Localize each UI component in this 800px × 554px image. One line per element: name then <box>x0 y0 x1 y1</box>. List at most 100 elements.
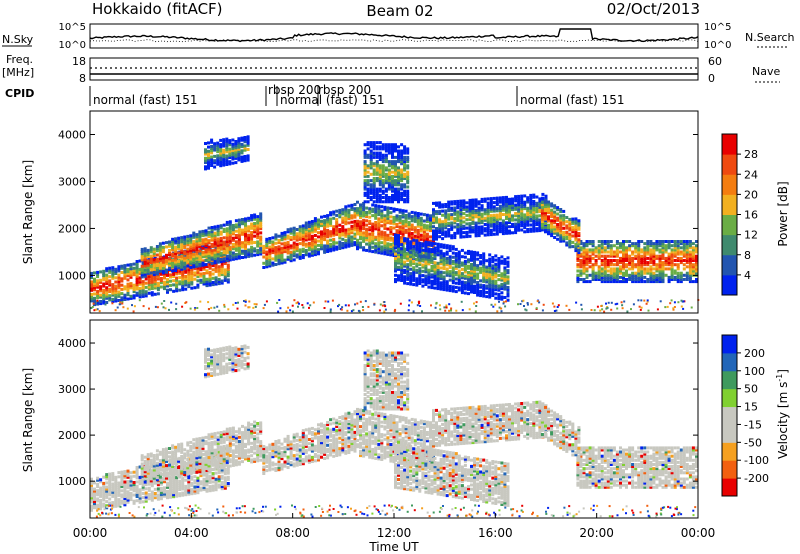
scatter-cell <box>210 164 214 167</box>
scatter-cell <box>93 500 96 503</box>
scatter-cell <box>96 273 100 276</box>
scatter-cell <box>387 160 391 164</box>
scatter-cell <box>198 241 202 244</box>
scatter-cell <box>406 189 410 193</box>
scatter-cell <box>506 256 510 260</box>
scatter-cell <box>392 207 396 211</box>
scatter-cell <box>628 254 632 258</box>
scatter-cell <box>386 242 390 246</box>
scatter-cell <box>538 199 542 203</box>
scatter-cell <box>241 218 244 221</box>
scatter-cell <box>447 215 451 219</box>
scatter-cell <box>442 262 446 266</box>
scatter-cell <box>237 301 239 304</box>
scatter-cell <box>526 211 530 214</box>
scatter-cell <box>511 201 514 205</box>
scatter-cell <box>196 258 200 262</box>
scatter-cell <box>175 308 178 311</box>
scatter-cell <box>192 242 196 246</box>
scatter-cell <box>673 301 676 304</box>
scatter-cell <box>140 254 144 258</box>
scatter-cell <box>498 306 501 309</box>
scatter-cell <box>547 230 550 234</box>
scatter-cell <box>409 280 413 284</box>
scatter-cell <box>265 256 269 260</box>
scatter-cell <box>408 299 411 302</box>
scatter-cell <box>422 232 426 236</box>
scatter-cell <box>225 246 229 250</box>
scatter-cell <box>457 282 461 286</box>
scatter-cell <box>199 272 203 276</box>
scatter-cell <box>114 488 118 492</box>
scatter-cell <box>120 470 124 474</box>
scatter-cell <box>375 189 379 193</box>
scatter-cell <box>559 227 563 230</box>
scatter-cell <box>574 236 578 240</box>
scatter-cell <box>695 278 698 281</box>
scatter-cell <box>226 272 230 276</box>
scatter-cell <box>347 229 351 233</box>
scatter-cell <box>246 156 250 160</box>
scatter-cell <box>356 245 359 249</box>
scatter-cell <box>430 281 434 285</box>
scatter-cell <box>161 256 165 260</box>
scatter-cell <box>619 246 622 250</box>
scatter-cell <box>399 302 402 305</box>
scatter-cell <box>190 278 194 282</box>
scatter-cell <box>189 249 193 253</box>
scatter-cell <box>501 204 505 208</box>
scatter-cell <box>439 308 442 311</box>
scatter-cell <box>329 245 333 248</box>
scatter-cell <box>369 179 373 183</box>
scatter-cell <box>544 200 547 204</box>
scatter-cell <box>416 235 420 239</box>
scatter-cell <box>439 258 443 261</box>
scatter-cell <box>661 250 665 254</box>
scatter-cell <box>415 247 419 251</box>
scatter-cell <box>384 149 388 153</box>
scatter-cell <box>371 214 375 218</box>
scatter-cell <box>383 231 387 235</box>
scatter-cell <box>397 187 400 191</box>
scatter-cell <box>241 251 244 255</box>
scatter-cell <box>234 240 238 244</box>
scatter-cell <box>168 244 171 248</box>
scatter-cell <box>369 187 373 191</box>
scatter-cell <box>99 501 103 505</box>
scatter-cell <box>432 235 435 239</box>
scatter-cell <box>676 271 680 275</box>
scatter-cell <box>430 269 434 273</box>
scatter-cell <box>652 252 656 256</box>
scatter-cell <box>501 221 505 225</box>
scatter-cell <box>622 259 625 262</box>
scatter-cell <box>383 252 387 256</box>
power-colorbar-swatch <box>722 274 737 296</box>
scatter-cell <box>661 263 665 267</box>
scatter-cell <box>421 310 423 313</box>
scatter-cell <box>676 265 680 269</box>
scatter-cell <box>237 231 241 235</box>
scatter-cell <box>187 285 191 289</box>
scatter-cell <box>193 308 196 311</box>
scatter-cell <box>363 181 367 185</box>
scatter-cell <box>356 228 359 232</box>
scatter-cell <box>371 228 375 232</box>
scatter-cell <box>391 183 394 187</box>
scatter-cell <box>356 240 359 244</box>
scatter-cell <box>655 246 659 250</box>
scatter-cell <box>540 220 544 223</box>
scatter-cell <box>96 503 100 507</box>
scatter-cell <box>640 280 644 284</box>
scatter-cell <box>576 254 580 258</box>
scatter-cell <box>175 276 179 280</box>
scatter-cell <box>166 288 169 292</box>
scatter-cell <box>123 503 127 507</box>
scatter-cell <box>433 265 437 269</box>
scatter-cell <box>132 262 136 266</box>
scatter-cell <box>378 147 382 151</box>
scatter-cell <box>670 254 674 258</box>
scatter-cell <box>226 263 230 267</box>
scatter-cell <box>441 213 445 217</box>
scatter-cell <box>619 244 622 248</box>
scatter-cell <box>381 304 384 307</box>
